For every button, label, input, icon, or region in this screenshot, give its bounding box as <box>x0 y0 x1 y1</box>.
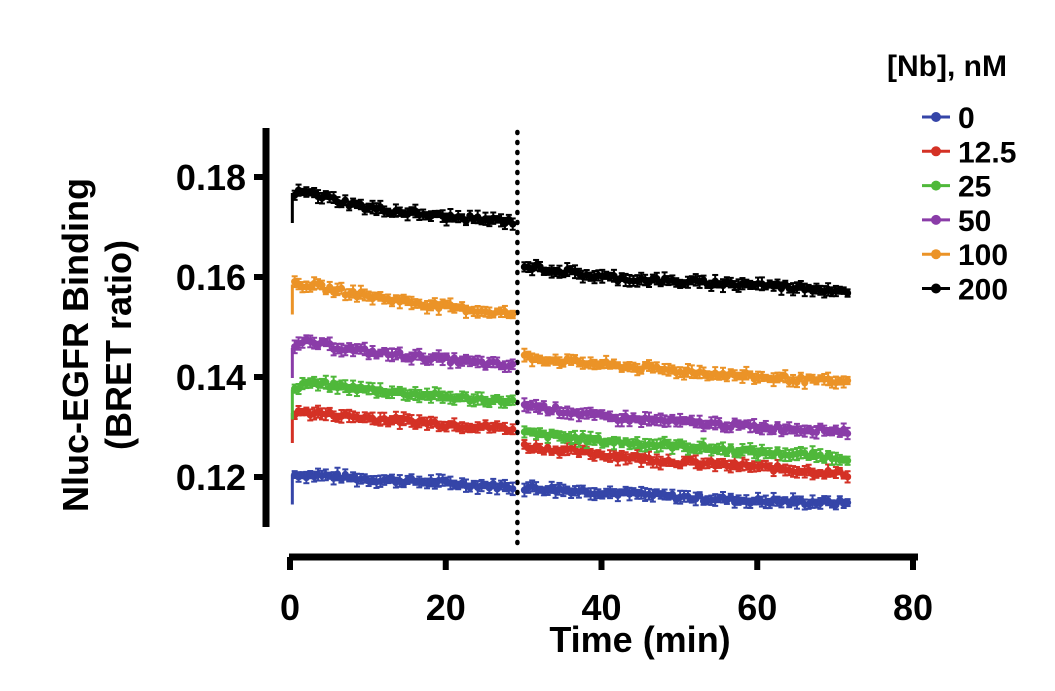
series-12-5 <box>290 404 852 484</box>
x-tick-label: 0 <box>280 587 300 628</box>
legend-label: 50 <box>958 205 991 238</box>
legend-marker <box>931 146 941 157</box>
data-point <box>357 200 365 209</box>
data-point <box>843 376 852 385</box>
legend-marker <box>931 214 941 225</box>
y-axis-label-line1: Nluc-EGFR Binding <box>55 178 96 512</box>
data-point <box>622 412 630 420</box>
data-point <box>462 217 470 225</box>
data-point <box>509 220 517 228</box>
legend-item: 25 <box>922 171 991 204</box>
data-point <box>773 422 782 430</box>
x-tick-label: 20 <box>426 587 466 628</box>
data-point <box>349 287 357 296</box>
data-point <box>458 302 466 311</box>
data-point <box>843 457 852 465</box>
legend-item: 200 <box>922 274 1008 307</box>
data-point <box>770 467 778 475</box>
legend-marker <box>931 180 941 191</box>
data-point <box>551 403 560 411</box>
y-ticks: 0.12 0.14 0.16 0.18 <box>176 157 266 498</box>
data-point <box>843 429 852 438</box>
legend-marker <box>931 283 941 294</box>
legend-title: [Nb], nM <box>887 50 1007 83</box>
legend-item: 0 <box>922 102 975 135</box>
x-ticks: 0 20 40 60 80 <box>280 557 933 628</box>
data-point <box>843 498 852 507</box>
series-100 <box>290 275 852 390</box>
data-point <box>509 360 517 368</box>
series-200 <box>290 183 852 299</box>
data-point <box>337 284 345 292</box>
data-point <box>509 485 517 493</box>
data-point <box>294 385 303 393</box>
y-tick-label: 0.16 <box>176 257 246 298</box>
legend-label: 12.5 <box>958 136 1016 169</box>
x-tick-label: 40 <box>581 587 621 628</box>
legend-item: 100 <box>922 239 1008 272</box>
y-tick-label: 0.18 <box>176 157 246 198</box>
data-point <box>727 493 735 501</box>
series-50 <box>290 334 852 441</box>
legend-marker <box>931 249 941 260</box>
data-point <box>450 354 458 362</box>
data-point <box>446 359 455 367</box>
x-axis-label: Time (min) <box>549 619 730 660</box>
legend-item: 50 <box>922 205 991 238</box>
data-point <box>509 396 517 404</box>
legend-label: 200 <box>958 274 1008 307</box>
data-point <box>509 310 517 319</box>
x-tick-label: 60 <box>737 587 777 628</box>
y-tick-label: 0.12 <box>176 457 246 498</box>
data-point <box>509 425 517 433</box>
data-point <box>797 373 805 381</box>
y-tick-label: 0.14 <box>176 357 246 398</box>
legend-marker <box>931 112 941 122</box>
data-point <box>435 304 443 313</box>
data-point <box>318 281 326 289</box>
data-point <box>843 289 852 297</box>
x-tick-label: 80 <box>893 587 933 628</box>
data-point <box>442 353 451 361</box>
series-0 <box>290 466 852 511</box>
legend-label: 100 <box>958 239 1008 272</box>
data-point <box>326 340 334 348</box>
data-point <box>575 437 583 446</box>
series-layer <box>290 183 852 511</box>
data-point <box>489 479 497 488</box>
y-axis-label-line2: (BRET ratio) <box>98 240 139 450</box>
series-25 <box>290 374 852 466</box>
legend-label: 0 <box>958 102 975 135</box>
data-point <box>326 283 334 291</box>
legend-label: 25 <box>958 171 991 204</box>
data-point <box>291 191 299 199</box>
legend-item: 12.5 <box>922 136 1016 169</box>
data-point <box>843 473 852 481</box>
